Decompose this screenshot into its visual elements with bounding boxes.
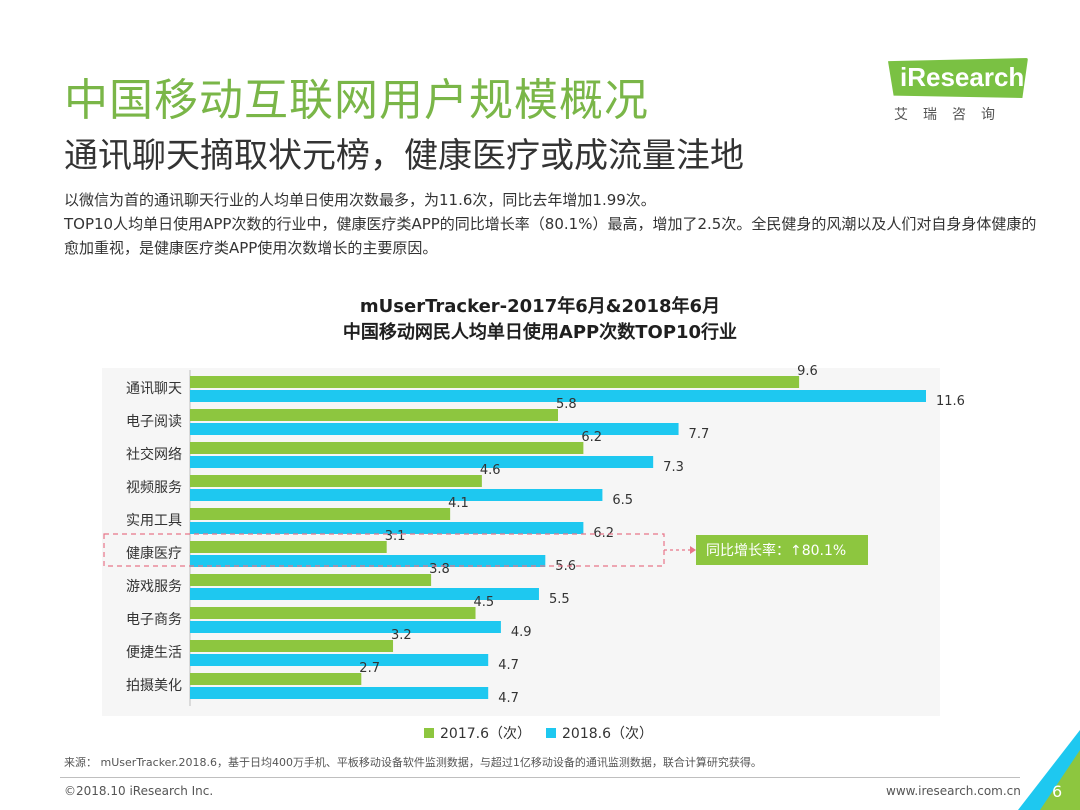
website-link[interactable]: www.iresearch.com.cn [886, 784, 1021, 798]
growth-callout-text: 同比增长率：↑80.1% [706, 542, 846, 559]
value-label-2017: 5.8 [556, 397, 577, 412]
bar-2018 [190, 489, 603, 501]
value-label-2017: 2.7 [359, 661, 380, 676]
description-line-2: TOP10人均单日使用APP次数的行业中，健康医疗类APP的同比增长率（80.1… [64, 215, 1037, 257]
category-label: 电子商务 [126, 612, 182, 628]
bar-2018 [190, 687, 489, 699]
bar-2018 [190, 588, 539, 600]
value-label-2018: 5.6 [555, 559, 576, 574]
chart-title: mUserTracker-2017年6月&2018年6月 [359, 296, 721, 317]
category-label: 游戏服务 [126, 579, 182, 595]
legend-label-2018: 2018.6（次） [562, 726, 653, 742]
bar-2017 [190, 640, 394, 652]
value-label-2018: 11.6 [936, 394, 965, 409]
bar-2018 [190, 522, 584, 534]
bar-2018 [190, 390, 926, 402]
value-label-2018: 7.7 [689, 427, 710, 442]
legend-label-2017: 2017.6（次） [440, 726, 531, 742]
bar-2018 [190, 621, 501, 633]
value-label-2018: 5.5 [549, 592, 570, 607]
highlight-arrow [690, 546, 696, 554]
value-label-2018: 4.7 [498, 691, 519, 706]
chart-subtitle: 中国移动网民人均单日使用APP次数TOP10行业 [342, 322, 738, 343]
bar-2017 [190, 508, 451, 520]
category-label: 电子阅读 [126, 413, 182, 430]
value-label-2018: 4.9 [511, 625, 532, 640]
bar-2017 [190, 475, 482, 487]
category-label: 拍摄美化 [126, 678, 182, 694]
bar-2017 [190, 541, 387, 553]
value-label-2017: 4.1 [448, 496, 469, 511]
bar-2017 [190, 376, 800, 388]
logo-badge [888, 58, 1028, 98]
value-label-2017: 4.5 [474, 595, 495, 610]
page-title: 中国移动互联网用户规模概况 [64, 75, 649, 126]
corner-decoration [1018, 730, 1080, 810]
category-label: 社交网络 [126, 446, 182, 463]
page-subtitle: 通讯聊天摘取状元榜，健康医疗或成流量洼地 [64, 136, 744, 176]
bar-2017 [190, 442, 584, 454]
chart-title-block: mUserTracker-2017年6月&2018年6月 中国移动网民人均单日使… [190, 294, 890, 346]
bar-2018 [190, 654, 489, 666]
value-label-2017: 3.8 [429, 562, 450, 577]
value-label-2017: 4.6 [480, 463, 501, 478]
bar-2018 [190, 456, 654, 468]
value-label-2017: 6.2 [581, 430, 602, 445]
bar-2018 [190, 423, 679, 435]
bar-chart: 通讯聊天 9.6 11.6 电子阅读 5.8 7.7 社交网络 6.2 7.3 视频服务 4.6 6.… [102, 364, 965, 742]
value-label-2017: 9.6 [797, 364, 818, 379]
bar-2018 [190, 555, 546, 567]
category-label: 实用工具 [126, 513, 182, 529]
logo-name: iResearch [900, 62, 1025, 92]
value-label-2018: 7.3 [663, 460, 684, 475]
description-line-1: 以微信为首的通讯聊天行业的人均单日使用次数最多，为11.6次，同比去年增加1.9… [64, 191, 656, 209]
value-label-2018: 6.5 [612, 493, 633, 508]
legend-swatch-2018 [546, 728, 556, 738]
legend-swatch-2017 [424, 728, 434, 738]
footer-divider [60, 777, 1020, 778]
value-label-2018: 4.7 [498, 658, 519, 673]
logo-subtitle: 艾瑞咨询 [894, 107, 1010, 123]
value-label-2017: 3.2 [391, 628, 412, 643]
category-label: 便捷生活 [126, 645, 182, 661]
source-note: 来源： mUserTracker.2018.6，基于日均400万手机、平板移动设… [64, 756, 762, 769]
bar-2017 [190, 409, 558, 421]
category-label: 健康医疗 [126, 545, 182, 562]
bar-2017 [190, 607, 476, 619]
value-label-2017: 3.1 [385, 529, 406, 544]
page-number: 6 [1052, 782, 1063, 801]
bar-2017 [190, 574, 432, 586]
iresearch-logo[interactable]: iResearch 艾瑞咨询 [888, 58, 1038, 128]
category-label: 通讯聊天 [126, 381, 182, 397]
growth-callout-box [696, 535, 868, 565]
copyright: ©2018.10 iResearch Inc. [64, 784, 214, 798]
bar-2017 [190, 673, 362, 685]
category-label: 视频服务 [126, 480, 182, 496]
description: 以微信为首的通讯聊天行业的人均单日使用次数最多，为11.6次，同比去年增加1.9… [64, 188, 1044, 260]
